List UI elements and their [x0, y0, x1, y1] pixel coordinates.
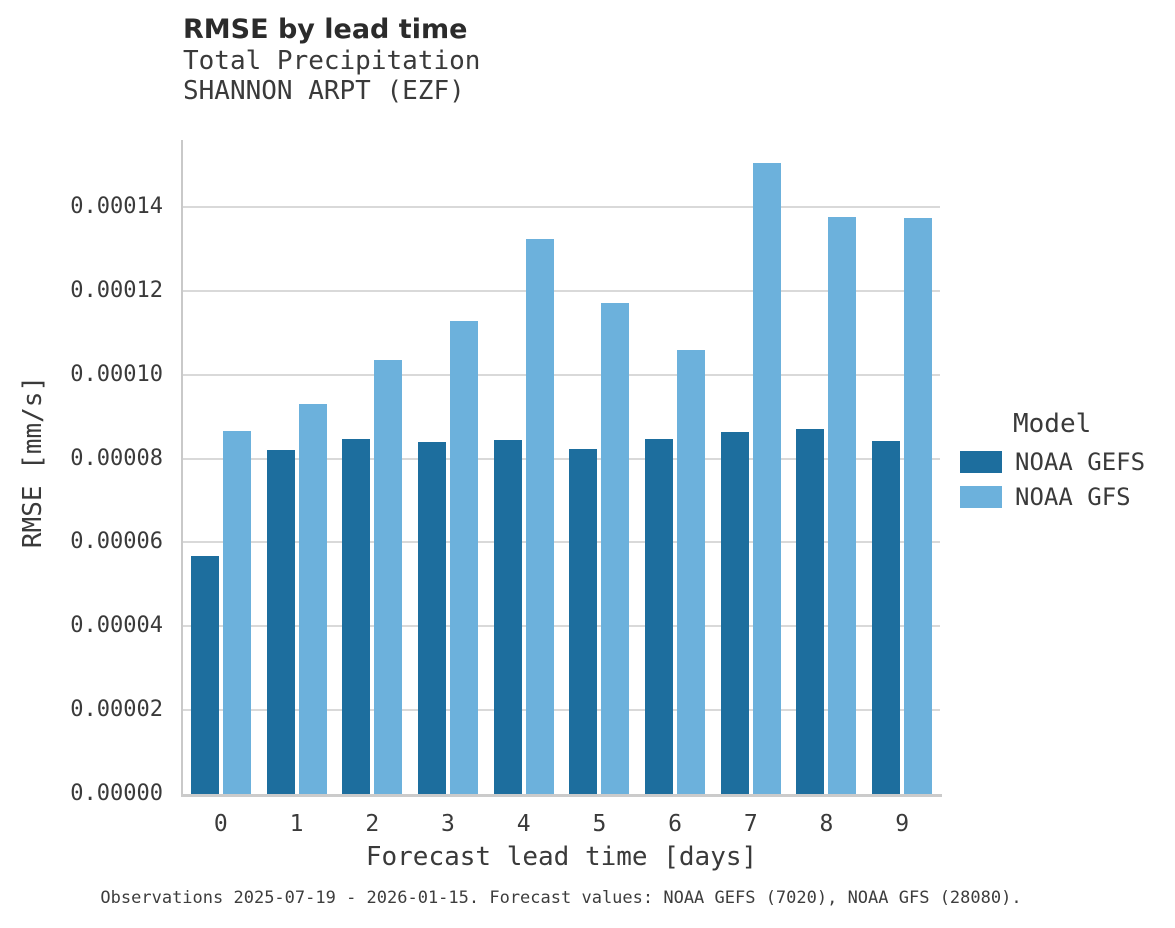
- gridline: [183, 206, 940, 209]
- bar-noaa-gefs-day-5: [569, 448, 598, 794]
- x-tick-label-4: 4: [516, 811, 531, 837]
- x-axis-title: Forecast lead time [days]: [365, 842, 758, 872]
- legend-title: Model: [1013, 409, 1092, 439]
- bar-noaa-gfs-day-7: [752, 163, 781, 794]
- chart-header: RMSE by lead time Total Precipitation SH…: [183, 14, 480, 106]
- bar-group-day-9: [864, 217, 940, 794]
- gridline: [183, 289, 940, 292]
- legend-swatch-noaa-gefs: [960, 450, 1002, 473]
- chart-title: RMSE by lead time: [183, 14, 468, 45]
- legend-label: NOAA GFS: [1015, 482, 1131, 511]
- chart-subtitle-variable: Total Precipitation: [183, 46, 481, 76]
- x-tick-label-1: 1: [289, 811, 304, 837]
- bars: [183, 140, 940, 794]
- bar-noaa-gfs-day-9: [904, 217, 933, 794]
- legend-item-noaa-gefs: NOAA GEFS: [960, 447, 1146, 476]
- bar-noaa-gefs-day-4: [493, 439, 522, 794]
- legend-label: NOAA GEFS: [1015, 447, 1146, 476]
- x-tick-label-5: 5: [592, 811, 607, 837]
- bar-noaa-gefs-day-8: [796, 428, 825, 794]
- x-tick-label-7: 7: [743, 811, 758, 837]
- gridline: [183, 457, 940, 460]
- y-axis-line: [181, 140, 183, 797]
- bar-group-day-6: [637, 350, 713, 794]
- bar-noaa-gefs-day-9: [872, 440, 901, 794]
- legend: Model NOAA GEFS NOAA GFS: [960, 408, 1145, 520]
- bar-noaa-gefs-day-2: [342, 438, 371, 794]
- bar-group-day-5: [562, 302, 638, 794]
- legend-swatch-noaa-gfs: [960, 485, 1002, 508]
- bar-noaa-gfs-day-2: [374, 359, 403, 794]
- bar-group-day-2: [334, 359, 410, 794]
- gridline: [183, 709, 940, 712]
- bar-noaa-gfs-day-6: [677, 350, 706, 794]
- bar-group-day-0: [183, 430, 259, 794]
- chart-subtitle-station: SHANNON ARPT (EZF): [183, 76, 465, 106]
- caption: Observations 2025-07-19 - 2026-01-15. Fo…: [100, 888, 1022, 908]
- y-tick-label: 0.00000: [70, 781, 163, 806]
- bar-noaa-gefs-day-3: [417, 441, 446, 794]
- bar-noaa-gefs-day-1: [266, 450, 295, 794]
- x-tick-label-0: 0: [213, 811, 228, 837]
- y-tick-label: 0.00004: [70, 613, 163, 639]
- x-tick-label-2: 2: [365, 811, 380, 837]
- gridline: [183, 541, 940, 544]
- legend-item-noaa-gfs: NOAA GFS: [960, 482, 1145, 511]
- x-tick-label-8: 8: [819, 811, 834, 837]
- x-axis-line: [181, 794, 942, 797]
- x-tick-label-3: 3: [441, 811, 455, 837]
- bar-noaa-gfs-day-1: [298, 404, 327, 794]
- gridline: [183, 625, 940, 628]
- bar-noaa-gefs-day-6: [645, 438, 674, 794]
- bar-noaa-gfs-day-3: [449, 321, 478, 794]
- bar-group-day-8: [789, 216, 865, 794]
- bar-noaa-gfs-day-4: [525, 239, 554, 794]
- bar-group-day-7: [713, 163, 789, 794]
- bar-group-day-3: [410, 321, 486, 794]
- plot-area: [183, 140, 940, 794]
- x-tick-label-6: 6: [668, 811, 682, 837]
- y-tick-label: 0.00010: [70, 361, 163, 387]
- bar-noaa-gefs-day-7: [720, 431, 749, 794]
- x-tick-labels: 0 1 2 3 4 5 6 7 8 9: [183, 808, 940, 840]
- bar-noaa-gfs-day-5: [601, 302, 630, 794]
- bar-group-day-1: [259, 404, 335, 794]
- y-tick-label: 0.00006: [70, 529, 163, 555]
- y-tick-label: 0.00014: [70, 194, 163, 220]
- bar-noaa-gfs-day-0: [222, 430, 251, 794]
- bar-noaa-gefs-day-0: [190, 555, 219, 794]
- y-tick-label: 0.00012: [70, 277, 163, 303]
- bar-group-day-4: [486, 239, 562, 794]
- y-tick-label: 0.00008: [70, 445, 163, 471]
- bar-noaa-gfs-day-8: [828, 216, 857, 794]
- gridline: [183, 373, 940, 376]
- gridlines: [183, 140, 940, 794]
- y-tick-label: 0.00002: [70, 697, 163, 723]
- x-tick-label-9: 9: [895, 811, 910, 837]
- legend-items: NOAA GEFS NOAA GFS: [960, 447, 1146, 511]
